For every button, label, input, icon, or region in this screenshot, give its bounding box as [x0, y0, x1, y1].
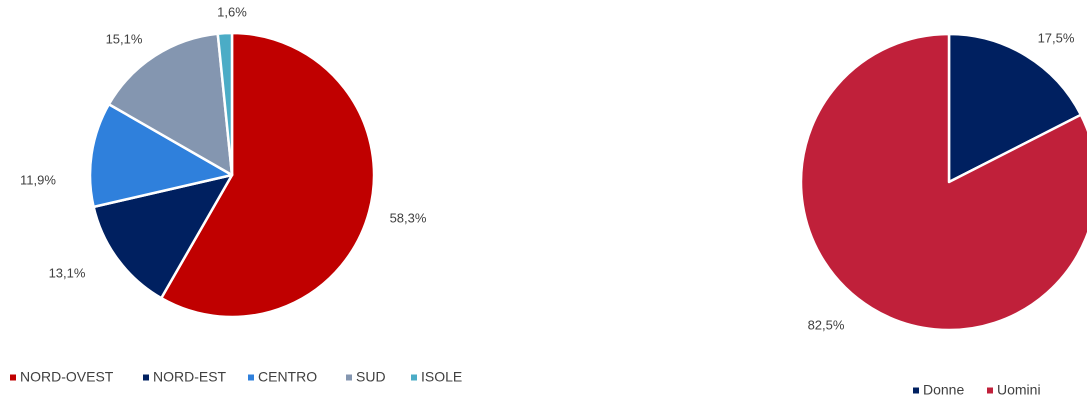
pie-slice-donne — [947, 32, 1083, 184]
data-label-isole: 1,6% — [217, 4, 247, 19]
pie-slice-sud — [107, 32, 234, 177]
legend-swatch-centro — [248, 374, 254, 381]
data-label-donne: 17,5% — [1038, 30, 1075, 45]
pie-slice-nord-est — [92, 173, 234, 300]
data-label-nord-est: 13,1% — [49, 265, 86, 280]
pie-slice-nord-ovest — [160, 31, 376, 319]
legend-swatch-nord-est — [143, 374, 149, 381]
legend-label-nord-est: NORD-EST — [153, 369, 227, 385]
pie-chart-gender: 17,5% 82,5% Donne Uomini — [799, 30, 1087, 398]
pie-chart-regions: 58,3% 13,1% 11,9% 15,1% 1,6% NORD-OVEST NORD-E… — [10, 4, 462, 385]
legend-label-donne: Donne — [923, 382, 964, 398]
data-label-uomini: 82,5% — [808, 317, 845, 332]
legend-swatch-sud — [346, 374, 352, 381]
legend-swatch-isole — [411, 374, 417, 381]
legend-label-sud: SUD — [356, 369, 386, 385]
legend-swatch-uomini — [987, 387, 993, 394]
pie-slice-isole — [216, 31, 234, 177]
data-label-centro: 11,9% — [20, 172, 56, 187]
legend-label-isole: ISOLE — [421, 369, 462, 385]
pie-slice-uomini — [799, 32, 1087, 332]
legend-label-uomini: Uomini — [997, 382, 1041, 398]
pie-slice-centro — [88, 103, 234, 209]
legend-swatch-nord-ovest — [10, 374, 16, 381]
legend-label-nord-ovest: NORD-OVEST — [20, 369, 114, 385]
legend-swatch-donne — [913, 387, 919, 394]
legend-label-centro: CENTRO — [258, 369, 317, 385]
data-label-sud: 15,1% — [106, 31, 143, 46]
data-label-nord-ovest: 58,3% — [390, 210, 427, 225]
